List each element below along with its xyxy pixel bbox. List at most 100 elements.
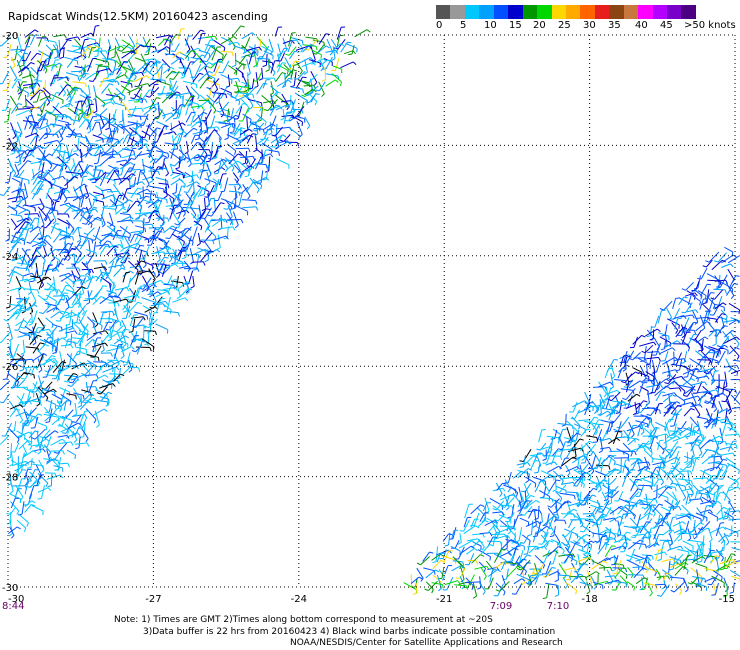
wind-barb	[14, 197, 24, 209]
wind-barb	[157, 109, 163, 119]
wind-barb	[203, 120, 209, 130]
wind-barb	[80, 46, 90, 58]
wind-barb	[142, 277, 152, 290]
wind-barb	[95, 170, 102, 183]
scale-swatch	[623, 5, 639, 19]
wind-barb-tick	[47, 276, 52, 281]
wind-barb	[115, 287, 127, 291]
wind-barb-tick	[273, 77, 277, 82]
wind-barb	[277, 43, 282, 55]
wind-barb-tick	[34, 430, 39, 433]
wind-barb	[37, 206, 48, 218]
wind-barb	[73, 291, 82, 305]
wind-barb	[226, 226, 229, 238]
wind-barb	[117, 288, 124, 297]
wind-barb-tick	[95, 25, 100, 27]
wind-barb	[52, 230, 63, 243]
wind-barb	[210, 141, 214, 155]
wind-barb	[708, 322, 718, 334]
wind-barb	[108, 204, 123, 208]
wind-barb-tick	[45, 132, 50, 135]
wind-barb-tick	[79, 160, 84, 163]
wind-barb	[98, 234, 110, 244]
wind-barb	[121, 43, 131, 52]
wind-barb	[579, 440, 590, 452]
wind-barb-tick	[560, 456, 563, 461]
wind-barb-tick	[200, 226, 203, 231]
wind-barb-tick	[725, 418, 729, 423]
wind-barb	[127, 71, 137, 82]
wind-barb-tick	[236, 41, 241, 46]
wind-barb	[656, 441, 665, 451]
wind-barb-tick	[117, 81, 120, 86]
wind-barb-tick	[711, 348, 716, 352]
wind-barb-tick	[46, 37, 49, 42]
wind-barb-tick	[116, 363, 120, 368]
wind-barb	[27, 416, 33, 426]
wind-barb	[18, 150, 22, 164]
wind-barb	[595, 470, 606, 476]
wind-barb	[627, 425, 634, 438]
wind-barb	[211, 60, 220, 66]
wind-barb	[84, 397, 95, 402]
wind-barb-tick	[126, 257, 131, 259]
wind-barb	[134, 128, 143, 141]
wind-barb	[144, 38, 151, 47]
wind-barb-tick	[87, 401, 92, 404]
wind-barb-tick	[176, 111, 181, 115]
wind-barb-tick	[258, 143, 264, 146]
wind-barb	[307, 73, 318, 85]
wind-barb	[637, 357, 651, 366]
wind-barb-tick	[196, 181, 200, 185]
wind-barb	[727, 255, 740, 264]
wind-barb-tick	[698, 452, 703, 457]
wind-barb	[88, 268, 91, 279]
wind-barb	[49, 456, 60, 468]
wind-barb	[255, 113, 267, 123]
wind-barb	[106, 153, 120, 156]
wind-barb	[109, 199, 118, 207]
wind-barb	[34, 416, 39, 428]
wind-barb	[696, 381, 703, 394]
wind-barb-tick	[77, 333, 82, 336]
wind-barb-tick	[70, 441, 74, 446]
wind-barb	[25, 50, 32, 62]
wind-barb	[666, 470, 671, 481]
wind-barb-tick	[69, 102, 74, 107]
wind-barb	[206, 79, 220, 86]
wind-barb	[109, 244, 121, 248]
wind-barb	[10, 358, 23, 361]
wind-barb	[95, 58, 109, 63]
wind-barb	[116, 338, 128, 345]
wind-barb	[518, 486, 523, 502]
wind-barb-tick	[73, 120, 75, 126]
wind-barb	[701, 470, 705, 480]
wind-barb	[529, 453, 543, 457]
wind-barb-tick	[170, 66, 175, 70]
wind-barb	[25, 98, 34, 107]
wind-barb	[708, 328, 717, 337]
wind-barb	[689, 358, 702, 367]
wind-barb	[13, 344, 20, 358]
wind-barb-tick	[200, 29, 205, 32]
wind-barb-tick	[163, 188, 165, 193]
wind-barb	[101, 232, 112, 237]
wind-barb	[11, 376, 19, 390]
wind-barb-tick	[668, 454, 672, 459]
wind-barb-tick	[39, 106, 43, 111]
wind-barb-tick	[169, 78, 174, 80]
wind-barb	[53, 34, 65, 38]
wind-barb-tick	[675, 413, 680, 416]
wind-barb	[22, 190, 27, 205]
wind-barb	[627, 395, 633, 409]
wind-barb-tick	[50, 359, 55, 364]
wind-barb	[558, 484, 567, 493]
wind-barb	[658, 332, 669, 337]
wind-barb-tick	[252, 156, 256, 161]
wind-barb-tick	[170, 50, 175, 52]
wind-barb	[58, 462, 68, 465]
wind-barb	[523, 483, 530, 496]
wind-barb-tick	[542, 458, 547, 461]
wind-barb	[223, 177, 229, 192]
wind-barb-tick	[207, 174, 212, 178]
